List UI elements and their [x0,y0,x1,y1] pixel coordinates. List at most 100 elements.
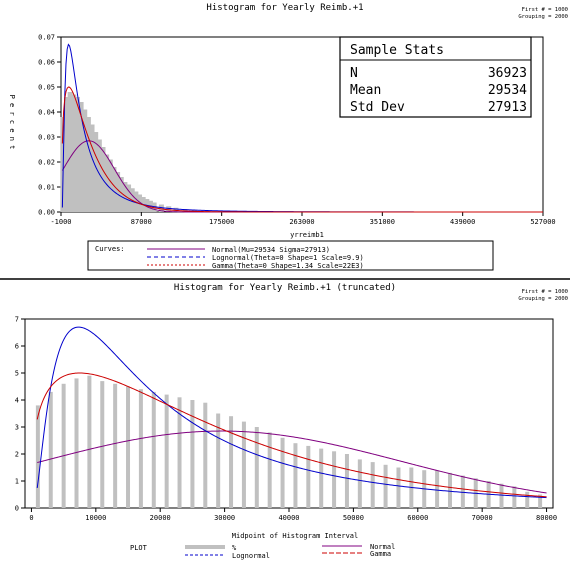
histogram-bar [538,494,543,508]
y-tick-label: 5 [15,370,19,378]
histogram-bar [332,451,337,508]
x-tick-label: 87000 [131,218,152,226]
histogram-bar [158,204,164,212]
histogram-bar [104,154,110,212]
histogram-bar [267,432,272,508]
panel-2-corner-note-1: First # = 1000 [522,289,568,295]
legend-label-normal: Normal(Mu=29534 Sigma=27913) [212,246,330,254]
histogram-bar [35,405,40,508]
legend-label-lognormal-2: Lognormal [232,552,270,560]
panel-1-curves [61,43,543,213]
legend-label-lognormal: Lognormal(Theta=0 Shape=1 Scale=9.9) [212,254,364,262]
histogram-bar [71,94,77,212]
x-tick-label: 40000 [278,514,299,522]
stats-label-std-dev: Std Dev [350,100,405,115]
histogram-bar [100,381,105,508]
x-tick-label: 351000 [370,218,395,226]
y-tick-label: 4 [15,397,19,405]
y-tick-label: 0.01 [38,184,55,192]
y-tick-label: 0.02 [38,159,55,167]
panel-1-legend: Curves: Normal(Mu=29534 Sigma=27913) Log… [87,240,494,271]
sample-stats-heading: Sample Stats [350,43,444,58]
histogram-bar [151,391,156,508]
histogram-bar [447,472,452,508]
histogram-bar [525,491,530,508]
panel-1-title: Histogram for Yearly Reimb.+1 [206,3,363,13]
x-tick-label: -1000 [50,218,71,226]
histogram-bar [229,416,234,508]
panel-2: Histogram for Yearly Reimb.+1 (truncated… [15,283,568,560]
panel-1-corner-note-2: Grouping = 2000 [518,14,568,20]
x-tick-label: 263000 [289,218,314,226]
y-tick-label: 6 [15,343,19,351]
histogram-bar [435,470,440,508]
y-tick-label: 0.06 [38,59,55,67]
histogram-bar [82,109,88,212]
stats-label-n: N [350,66,358,81]
histogram-bar [344,454,349,508]
histogram-bar [63,97,69,212]
histogram-bar [254,427,259,508]
histogram-bar [164,394,169,508]
histogram-bar [319,448,324,508]
histogram-bar [61,383,66,508]
y-tick-label: 0.00 [38,209,55,217]
panel-1-legend-title: Curves: [95,245,125,253]
histogram-bar [383,464,388,508]
curve-lognormal [36,326,547,499]
histogram-bar [512,486,517,508]
histogram-bar [177,397,182,508]
panel-1-y-axis-label: P e r c e n t [8,95,16,150]
panel-2-curves [36,326,547,499]
legend-label-gamma-2: Gamma [370,550,391,558]
y-tick-label: 7 [15,316,19,324]
panel-2-corner-note-2: Grouping = 2000 [518,296,568,302]
histogram-bar [357,459,362,508]
x-tick-label: 60000 [407,514,428,522]
histogram-bar [89,124,95,212]
panel-2-legend-title: PLOT [130,544,148,552]
y-tick-label: 3 [15,424,19,432]
x-tick-label: 80000 [536,514,557,522]
panel-1-bars [60,92,247,212]
x-tick-label: 30000 [214,514,235,522]
legend-label-percent: % [232,544,237,552]
stats-label-mean: Mean [350,83,381,98]
panel-1-x-axis-label: yrreimb1 [290,231,324,239]
histogram-bar [216,413,221,508]
histogram-bar [74,378,79,508]
y-tick-label: 0.07 [38,34,55,42]
histogram-bar [126,386,131,508]
stats-value-mean: 29534 [488,83,527,98]
histogram-bar [113,383,118,508]
histogram-bar [370,462,375,508]
panel-2-legend: PLOT % Normal Lognormal Gamma [130,543,395,560]
panel-2-title: Histogram for Yearly Reimb.+1 (truncated… [174,283,396,293]
histogram-bar [166,206,172,212]
x-tick-label: 50000 [343,514,364,522]
histogram-bar [396,467,401,508]
histogram-bar [280,437,285,508]
histogram-bar [293,443,298,508]
histogram-bar [111,167,117,212]
panel-2-x-axis-label: Midpoint of Histogram Interval [232,532,358,540]
histogram-bar [48,391,53,508]
histogram-bar [499,483,504,508]
histogram-bar [122,182,128,212]
histogram-bar [203,402,208,508]
sample-stats-box: Sample Stats N 36923 Mean 29534 Std Dev … [339,36,532,118]
curve-normal [37,430,547,494]
histogram-bar [93,132,99,212]
histogram-bar [78,102,84,212]
y-tick-label: 0.03 [38,134,55,142]
histogram-bar [87,375,92,508]
curve-gamma [36,372,547,498]
histogram-bar [85,117,91,212]
histogram-bar [107,159,113,212]
x-tick-label: 0 [29,514,33,522]
histogram-bar [96,139,102,212]
panel-2-bars [35,375,543,508]
histogram-bar [118,177,124,212]
histogram-bar [460,475,465,508]
